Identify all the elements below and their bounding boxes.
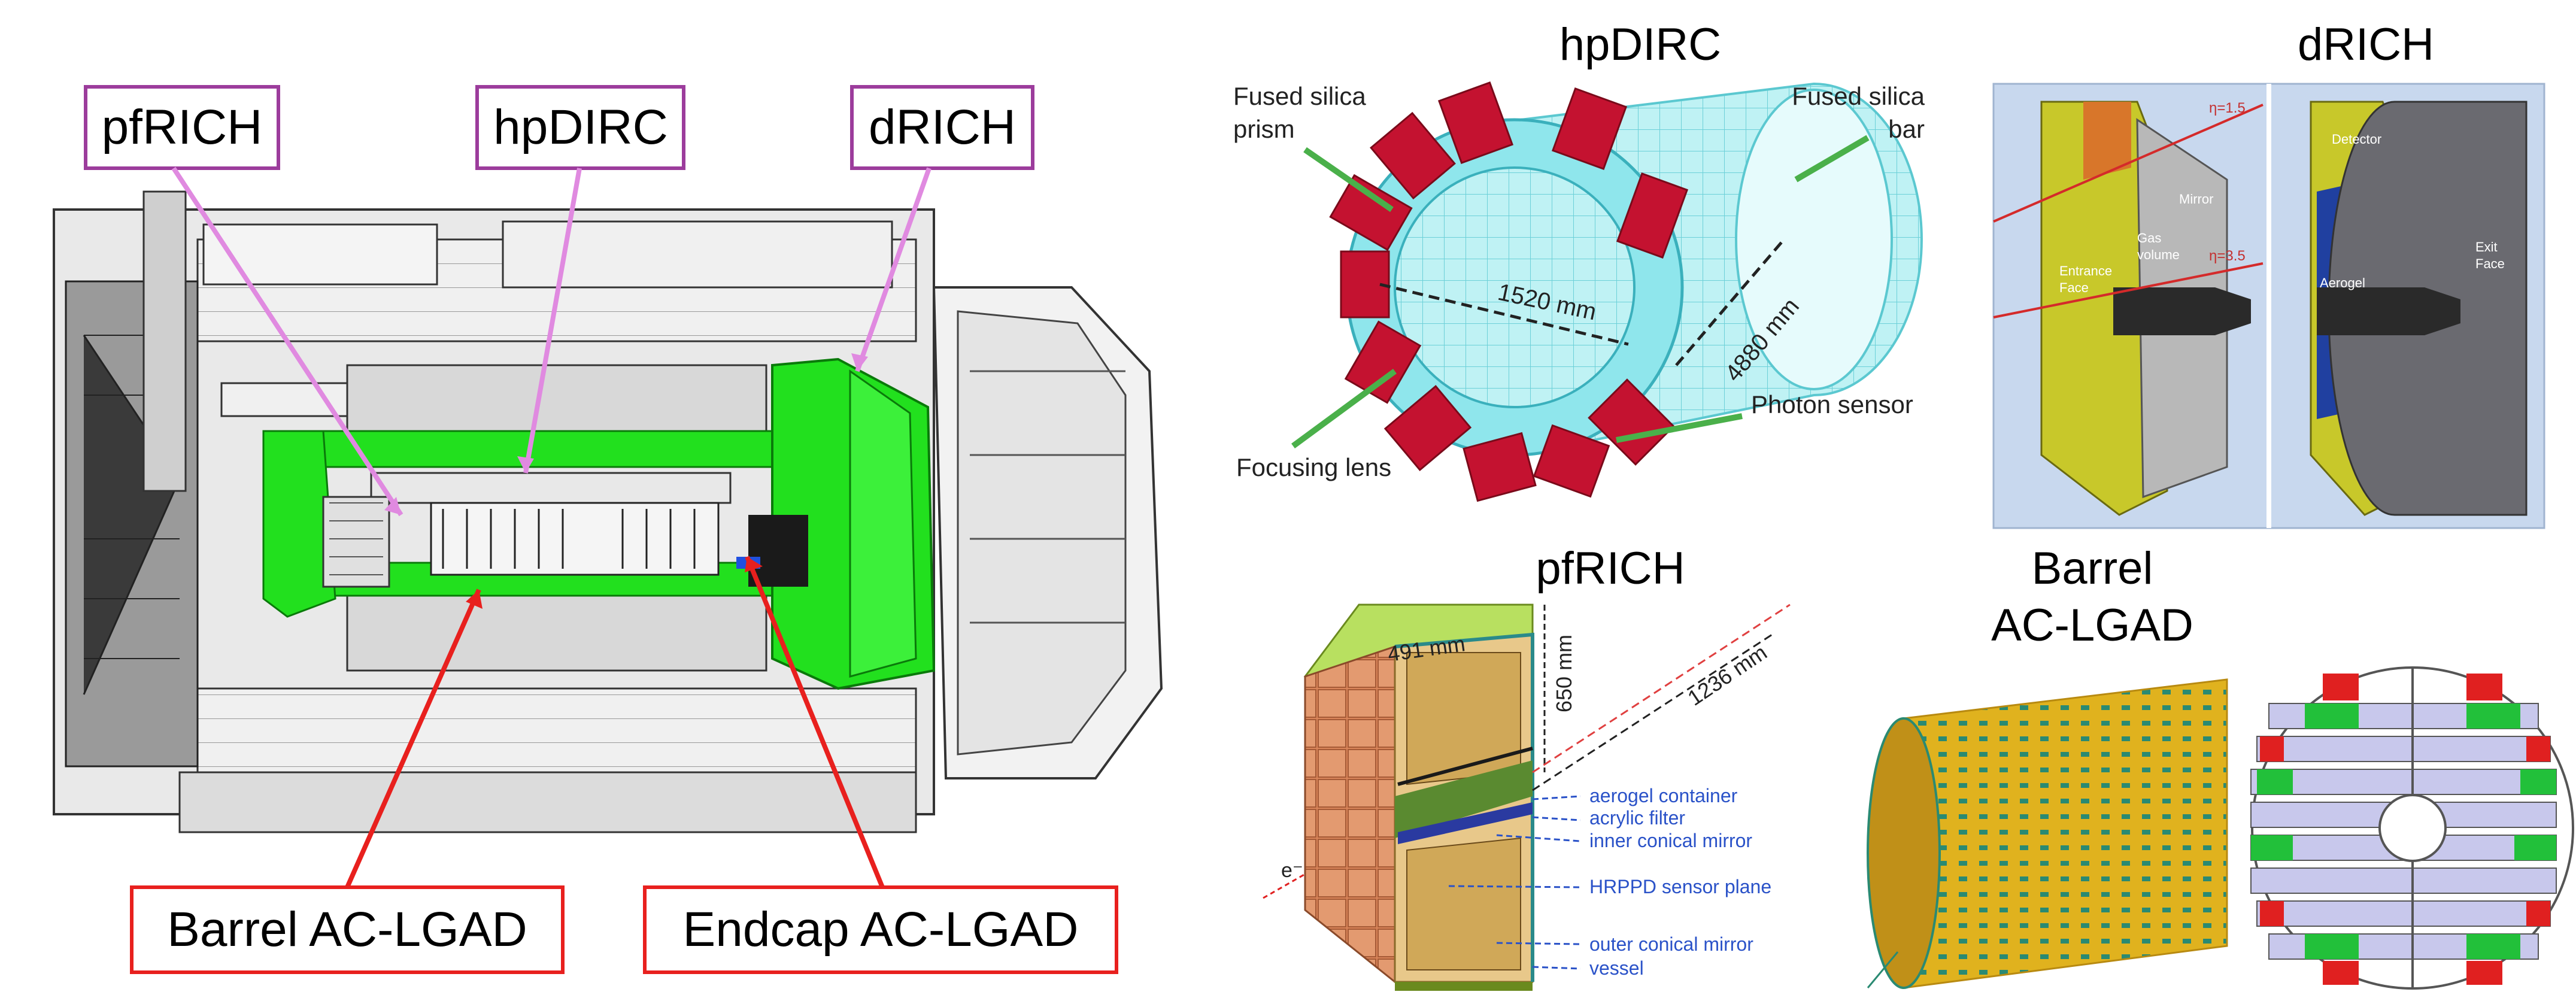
label-fused-prism-2: prism bbox=[1233, 115, 1295, 143]
legend-outer-mirror: outer conical mirror bbox=[1589, 933, 1753, 955]
barrel-title-2: AC-LGAD bbox=[1991, 600, 2193, 651]
pointer-drich bbox=[855, 167, 932, 372]
label-drich-box: dRICH bbox=[850, 85, 1034, 170]
drich-gas-2: volume bbox=[2137, 247, 2180, 262]
drich-aerogel: Aerogel bbox=[2320, 275, 2365, 290]
label-barrel: Barrel AC-LGAD bbox=[167, 902, 527, 957]
pfrich-tile-face bbox=[1304, 645, 1396, 984]
pfrich-legend: aerogel container acrylic filter inner c… bbox=[1448, 785, 1771, 979]
legend-aerogel-container: aerogel container bbox=[1589, 785, 1738, 806]
label-hpdirc: hpDIRC bbox=[493, 100, 668, 154]
drich-entrance-2: Face bbox=[2059, 280, 2089, 295]
drich-gas-1: Gas bbox=[2137, 230, 2161, 245]
drich-panel: dRICH η=1.5 η=3.5 Entrance Face Gas volu… bbox=[1992, 19, 2545, 529]
hpdirc-panel: hpDIRC 1520 mm 4880 mm Fused silica pris… bbox=[1233, 19, 1925, 502]
label-drich: dRICH bbox=[869, 100, 1016, 154]
pointer-barrel bbox=[345, 589, 481, 888]
drich-eta-1: η=1.5 bbox=[2209, 100, 2246, 116]
pfrich-dim-height: 650 mm bbox=[1552, 635, 1576, 712]
label-photon-sensor: Photon sensor bbox=[1751, 390, 1913, 418]
label-hpdirc-box: hpDIRC bbox=[475, 85, 685, 170]
drich-eta-2: η=3.5 bbox=[2209, 248, 2246, 264]
drich-exit-2: Face bbox=[2475, 256, 2505, 271]
barrel-title-1: Barrel bbox=[2032, 543, 2153, 594]
drich-entrance-1: Entrance bbox=[2059, 263, 2112, 278]
lgad-staves bbox=[2250, 674, 2557, 985]
legend-acrylic-filter: acrylic filter bbox=[1589, 807, 1685, 829]
label-fused-prism-1: Fused silica bbox=[1233, 82, 1366, 110]
photon-sensor-blocks bbox=[1329, 81, 1689, 502]
pfrich-dim-distance: 1236 mm bbox=[1683, 640, 1771, 711]
pointer-lines bbox=[171, 166, 932, 888]
label-endcap: Endcap AC-LGAD bbox=[683, 902, 1079, 957]
label-pfrich: pfRICH bbox=[102, 100, 263, 154]
drich-detector: Detector bbox=[2332, 132, 2381, 147]
label-pfrich-box: pfRICH bbox=[84, 85, 280, 170]
lgad-cylinder bbox=[1903, 678, 2228, 989]
legend-vessel: vessel bbox=[1589, 957, 1644, 979]
pointer-pfrich bbox=[171, 166, 403, 517]
label-fused-bar-2: bar bbox=[1888, 115, 1925, 143]
drich-title: dRICH bbox=[2298, 19, 2434, 70]
pointer-hpdirc bbox=[523, 168, 582, 474]
pointer-endcap bbox=[745, 556, 885, 888]
pfrich-green bbox=[262, 430, 336, 618]
inner-tracker bbox=[430, 502, 720, 576]
drich-exit-1: Exit bbox=[2475, 239, 2498, 254]
legend-hrppd: HRPPD sensor plane bbox=[1589, 876, 1771, 897]
pfrich-panel: pfRICH 491 mm 650 mm 1236 mm e⁻ aerogel … bbox=[1263, 543, 1791, 991]
label-focusing-lens: Focusing lens bbox=[1236, 453, 1391, 481]
hpdirc-title: hpDIRC bbox=[1559, 19, 1721, 70]
label-barrel-box: Barrel AC-LGAD bbox=[130, 885, 565, 974]
legend-inner-mirror: inner conical mirror bbox=[1589, 830, 1752, 851]
drich-mirror: Mirror bbox=[2179, 192, 2213, 207]
pfrich-electron: e⁻ bbox=[1281, 859, 1303, 882]
label-fused-bar-1: Fused silica bbox=[1792, 82, 1925, 110]
label-endcap-box: Endcap AC-LGAD bbox=[643, 885, 1118, 974]
barrel-lgad-panel: Barrel AC-LGAD bbox=[1867, 543, 2574, 990]
pfrich-title: pfRICH bbox=[1536, 543, 1685, 594]
detector-cutaway bbox=[53, 190, 1163, 833]
